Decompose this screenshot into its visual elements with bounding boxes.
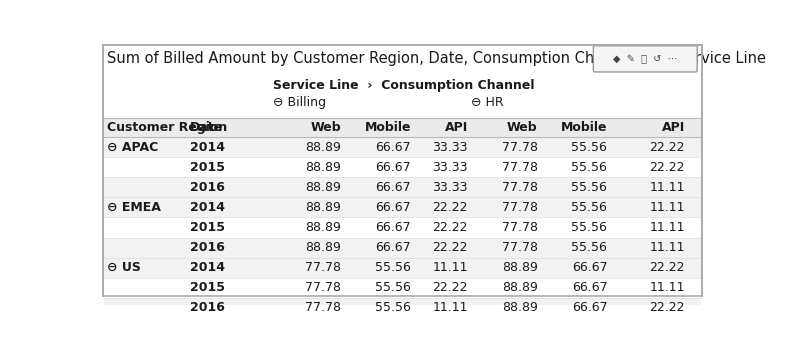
Text: 66.67: 66.67 [572, 301, 607, 314]
Text: 66.67: 66.67 [376, 201, 411, 214]
Text: 55.56: 55.56 [571, 201, 607, 214]
Text: Sum of Billed Amount by Customer Region, Date, Consumption Channel, and Service : Sum of Billed Amount by Customer Region,… [107, 51, 766, 66]
Text: Mobile: Mobile [561, 121, 607, 134]
Text: 55.56: 55.56 [571, 181, 607, 194]
Text: 55.56: 55.56 [571, 141, 607, 154]
Bar [104, 298, 701, 318]
Text: ◆  ✎  ⤢  ↺  ⋯: ◆ ✎ ⤢ ↺ ⋯ [613, 54, 677, 64]
Text: 88.89: 88.89 [501, 261, 538, 274]
Text: 22.22: 22.22 [649, 161, 685, 174]
Text: 66.67: 66.67 [376, 141, 411, 154]
Text: ⊖ Billing: ⊖ Billing [273, 96, 326, 109]
Text: 88.89: 88.89 [305, 161, 342, 174]
Text: 33.33: 33.33 [432, 161, 467, 174]
Text: 2015: 2015 [190, 161, 225, 174]
Text: 22.22: 22.22 [432, 221, 467, 234]
FancyBboxPatch shape [593, 46, 697, 72]
Text: ⊖ US: ⊖ US [107, 261, 141, 274]
Text: 66.67: 66.67 [376, 181, 411, 194]
Text: 77.78: 77.78 [501, 201, 538, 214]
Text: 66.67: 66.67 [376, 241, 411, 254]
Text: 55.56: 55.56 [375, 281, 411, 294]
Text: 55.56: 55.56 [571, 221, 607, 234]
Text: 2015: 2015 [190, 281, 225, 294]
Text: 55.56: 55.56 [375, 261, 411, 274]
Text: ⊖ HR: ⊖ HR [471, 96, 504, 109]
Text: Service Line  ›  Consumption Channel: Service Line › Consumption Channel [273, 79, 535, 92]
Text: 22.22: 22.22 [649, 141, 685, 154]
Text: 11.11: 11.11 [649, 221, 685, 234]
Text: API: API [661, 121, 685, 134]
Text: 77.78: 77.78 [501, 241, 538, 254]
Text: 77.78: 77.78 [305, 261, 342, 274]
Text: 2016: 2016 [190, 241, 225, 254]
Text: 66.67: 66.67 [376, 161, 411, 174]
Text: 2014: 2014 [190, 201, 225, 214]
Text: 11.11: 11.11 [649, 181, 685, 194]
Text: 77.78: 77.78 [501, 221, 538, 234]
Text: 88.89: 88.89 [305, 141, 342, 154]
Text: 77.78: 77.78 [501, 141, 538, 154]
Text: 55.56: 55.56 [571, 161, 607, 174]
Text: API: API [445, 121, 467, 134]
Text: Date: Date [190, 121, 223, 134]
Text: 66.67: 66.67 [572, 281, 607, 294]
Text: 66.67: 66.67 [376, 221, 411, 234]
Text: 22.22: 22.22 [432, 281, 467, 294]
Bar [104, 138, 701, 157]
Text: 2016: 2016 [190, 301, 225, 314]
Text: 11.11: 11.11 [649, 241, 685, 254]
Text: 55.56: 55.56 [375, 301, 411, 314]
Bar [104, 217, 701, 237]
Text: 11.11: 11.11 [432, 301, 467, 314]
Text: Web: Web [311, 121, 342, 134]
Text: 88.89: 88.89 [305, 241, 342, 254]
Text: Web: Web [507, 121, 538, 134]
Text: 88.89: 88.89 [305, 181, 342, 194]
Bar [104, 118, 701, 138]
Text: 33.33: 33.33 [432, 141, 467, 154]
Text: 88.89: 88.89 [501, 281, 538, 294]
Text: Customer Region: Customer Region [107, 121, 227, 134]
Text: 2016: 2016 [190, 181, 225, 194]
Text: 22.22: 22.22 [649, 301, 685, 314]
Text: 2015: 2015 [190, 221, 225, 234]
Text: 66.67: 66.67 [572, 261, 607, 274]
Text: 88.89: 88.89 [305, 221, 342, 234]
Text: 22.22: 22.22 [649, 261, 685, 274]
Text: 11.11: 11.11 [649, 281, 685, 294]
Bar [104, 277, 701, 298]
Text: 77.78: 77.78 [501, 181, 538, 194]
Text: ⊖ APAC: ⊖ APAC [107, 141, 158, 154]
Text: ⊖ EMEA: ⊖ EMEA [107, 201, 161, 214]
Bar [104, 198, 701, 217]
Bar [104, 237, 701, 258]
Text: 33.33: 33.33 [432, 181, 467, 194]
Text: 22.22: 22.22 [432, 201, 467, 214]
Bar [104, 157, 701, 177]
Text: 88.89: 88.89 [305, 201, 342, 214]
Text: 77.78: 77.78 [305, 301, 342, 314]
Text: 2014: 2014 [190, 261, 225, 274]
Text: 11.11: 11.11 [432, 261, 467, 274]
Text: 2014: 2014 [190, 141, 225, 154]
Bar [104, 258, 701, 277]
Text: 11.11: 11.11 [649, 201, 685, 214]
Text: 55.56: 55.56 [571, 241, 607, 254]
Bar [104, 177, 701, 198]
Text: 88.89: 88.89 [501, 301, 538, 314]
Text: Mobile: Mobile [365, 121, 411, 134]
Text: 22.22: 22.22 [432, 241, 467, 254]
Text: 77.78: 77.78 [501, 161, 538, 174]
Text: 77.78: 77.78 [305, 281, 342, 294]
